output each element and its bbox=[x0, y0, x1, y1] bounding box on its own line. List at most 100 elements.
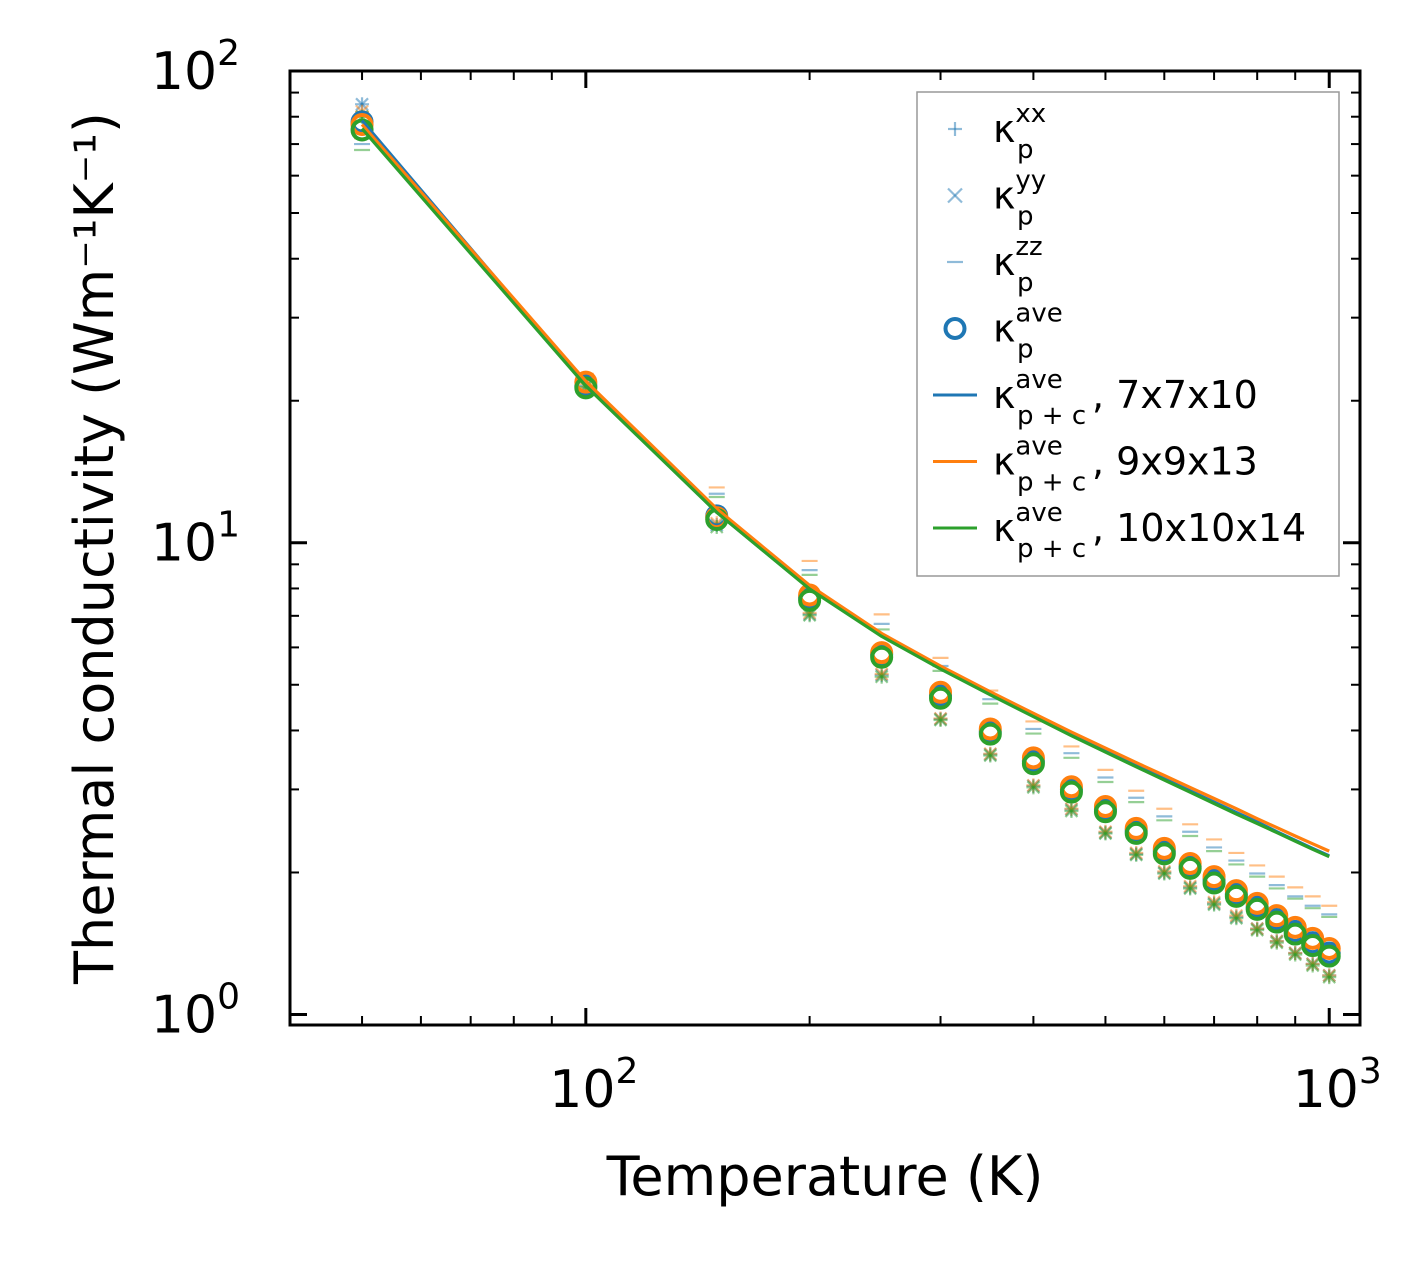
point-kappa-p-xy-10x10x14-cross-b bbox=[983, 748, 998, 763]
point-kappa-p-ave-10x10x14-ring bbox=[1093, 800, 1117, 824]
point-kappa-p-xy-10x10x14-cross-b bbox=[1322, 970, 1337, 984]
data-series bbox=[350, 97, 1341, 985]
legend-entry-3-label: κzz p bbox=[993, 232, 1043, 298]
legend-entry-5-subscript: p + c bbox=[1017, 401, 1086, 431]
point-kappa-p-ave-10x10x14 bbox=[1245, 897, 1269, 921]
point-kappa-p-xy-10x10x14 bbox=[1098, 826, 1113, 841]
legend-entry-4-marker-ring bbox=[943, 317, 967, 340]
legend-entry-2-marker-b bbox=[947, 187, 963, 204]
point-kappa-p-ave-10x10x14-ring bbox=[1178, 856, 1202, 880]
point-kappa-p-xy-10x10x14-cross-b bbox=[1183, 881, 1197, 896]
legend-entry-1-superscript: xx bbox=[1015, 99, 1046, 129]
point-kappa-p-ave-10x10x14-ring bbox=[1245, 897, 1269, 921]
series-line-kappa-p-c-ave-10x10x14 bbox=[360, 127, 1330, 859]
point-kappa-p-ave-10x10x14 bbox=[1202, 871, 1226, 895]
legend-entry-1-subscript: p bbox=[1017, 135, 1034, 165]
legend-entry-4-kappa: κ bbox=[993, 307, 1015, 351]
x-tick-label-base: 10 bbox=[549, 1060, 615, 1120]
point-kappa-p-ave-10x10x14 bbox=[1224, 884, 1248, 908]
legend-entry-4-label: κave p bbox=[993, 299, 1063, 365]
legend-entry-7: κave p + c, 10x10x14 bbox=[933, 498, 1306, 564]
series-line-kappa-p-c-ave-9x9x13 bbox=[360, 123, 1330, 853]
legend-entry-1-marker bbox=[948, 122, 962, 136]
point-kappa-p-xy-10x10x14-cross-b bbox=[1250, 923, 1264, 937]
point-kappa-p-xy-10x10x14 bbox=[1229, 911, 1244, 926]
x-tick-label-base: 10 bbox=[1293, 1060, 1359, 1120]
legend-entry-5: κave p + c, 7x7x10 bbox=[933, 365, 1258, 431]
point-kappa-p-ave-10x10x14-ring bbox=[1283, 922, 1307, 946]
legend-entry-1: κxx p bbox=[948, 99, 1046, 165]
point-kappa-p-ave-10x10x14 bbox=[1021, 752, 1045, 776]
point-kappa-p-ave-10x10x14 bbox=[978, 722, 1002, 746]
point-kappa-p-ave-10x10x14 bbox=[1265, 910, 1289, 934]
point-kappa-p-ave-10x10x14 bbox=[1093, 800, 1117, 824]
legend-entry-5-kappa: κ bbox=[993, 373, 1015, 417]
legend-entry-5-suffix: , 7x7x10 bbox=[1092, 373, 1258, 417]
y-tick-label-base: 10 bbox=[151, 985, 217, 1045]
legend-entry-2-kappa: κ bbox=[993, 174, 1015, 218]
point-kappa-p-xy-10x10x14 bbox=[1250, 923, 1265, 938]
legend-entry-4-marker bbox=[943, 317, 967, 340]
point-kappa-p-xy-10x10x14-cross-b bbox=[1269, 935, 1284, 950]
legend-entry-6-kappa: κ bbox=[993, 440, 1015, 484]
legend-entry-7-label: κave p + c, 10x10x14 bbox=[993, 498, 1306, 564]
point-kappa-p-ave-10x10x14 bbox=[870, 645, 894, 669]
point-kappa-p-xy-10x10x14-cross-b bbox=[933, 713, 948, 727]
point-kappa-p-ave-10x10x14-ring bbox=[870, 645, 894, 669]
y-tick-label-base: 10 bbox=[151, 514, 217, 574]
legend-entry-3-subscript: p bbox=[1017, 268, 1034, 298]
point-kappa-p-xy-10x10x14-cross-b bbox=[1098, 826, 1113, 841]
point-kappa-p-ave-10x10x14-ring bbox=[978, 722, 1002, 746]
legend-entry-3-superscript: zz bbox=[1015, 232, 1042, 262]
point-kappa-p-ave-10x10x14 bbox=[1059, 780, 1083, 804]
point-kappa-p-ave-10x10x14 bbox=[1178, 856, 1202, 880]
legend-entry-7-kappa: κ bbox=[993, 506, 1015, 550]
point-kappa-p-xy-10x10x14-cross-b bbox=[1026, 780, 1041, 795]
legend-entry-4-superscript: ave bbox=[1015, 299, 1062, 329]
x-tick-label: 102 bbox=[549, 1051, 638, 1120]
plot-frame bbox=[288, 69, 1362, 1027]
point-kappa-p-xy-10x10x14 bbox=[1157, 866, 1172, 881]
legend-entry-4-subscript: p bbox=[1017, 335, 1034, 365]
point-kappa-p-xy-10x10x14 bbox=[1269, 935, 1284, 950]
y-tick-label-exponent: 1 bbox=[217, 505, 240, 546]
legend-entry-5-superscript: ave bbox=[1015, 365, 1062, 395]
point-kappa-p-xy-10x10x14-cross-b bbox=[1157, 866, 1172, 881]
point-kappa-p-ave-10x10x14 bbox=[574, 376, 598, 400]
point-kappa-p-xy-10x10x14 bbox=[1129, 847, 1144, 862]
y-tick-label: 101 bbox=[151, 505, 240, 574]
point-kappa-p-xy-10x10x14-cross-b bbox=[1207, 897, 1221, 912]
legend-entry-5-label: κave p + c, 7x7x10 bbox=[993, 365, 1258, 431]
x-tick-label-exponent: 2 bbox=[615, 1051, 638, 1092]
point-kappa-p-ave-10x10x14-ring bbox=[1021, 752, 1045, 776]
legend-entry-3: κzz p bbox=[947, 232, 1043, 298]
y-tick-label-exponent: 0 bbox=[217, 976, 240, 1017]
point-kappa-p-ave-10x10x14-ring bbox=[1224, 884, 1248, 908]
legend-entry-6-superscript: ave bbox=[1015, 432, 1062, 462]
legend-entry-3-kappa: κ bbox=[993, 240, 1015, 284]
legend-entry-2-marker bbox=[947, 187, 963, 204]
y-tick-label-exponent: 2 bbox=[217, 33, 240, 74]
y-tick-label-base: 10 bbox=[151, 42, 217, 102]
legend-entry-1-kappa: κ bbox=[993, 107, 1015, 151]
legend-entry-2: κyy p bbox=[947, 166, 1046, 232]
point-kappa-p-ave-10x10x14-ring bbox=[1301, 934, 1325, 958]
point-kappa-p-ave-10x10x14-ring bbox=[1265, 910, 1289, 934]
point-kappa-p-ave-10x10x14-ring bbox=[1059, 780, 1083, 804]
legend-entry-6-suffix: , 9x9x13 bbox=[1092, 440, 1258, 484]
point-kappa-p-ave-10x10x14-ring bbox=[1124, 821, 1148, 845]
point-kappa-p-xy-10x10x14 bbox=[1183, 881, 1198, 896]
x-tick-label-exponent: 3 bbox=[1359, 1051, 1382, 1092]
y-tick-label: 102 bbox=[151, 33, 240, 102]
point-kappa-p-xy-10x10x14 bbox=[1288, 947, 1303, 962]
legend-entry-2-superscript: yy bbox=[1015, 166, 1046, 196]
point-kappa-p-xy-10x10x14-cross-b bbox=[1288, 947, 1302, 962]
point-kappa-p-ave-10x10x14 bbox=[1301, 934, 1325, 958]
point-kappa-p-xy-10x10x14 bbox=[1026, 780, 1041, 795]
point-kappa-p-xy-10x10x14-cross-b bbox=[1064, 804, 1079, 818]
point-kappa-p-xy-10x10x14-cross-b bbox=[1305, 958, 1320, 973]
legend-frame bbox=[916, 91, 1340, 577]
